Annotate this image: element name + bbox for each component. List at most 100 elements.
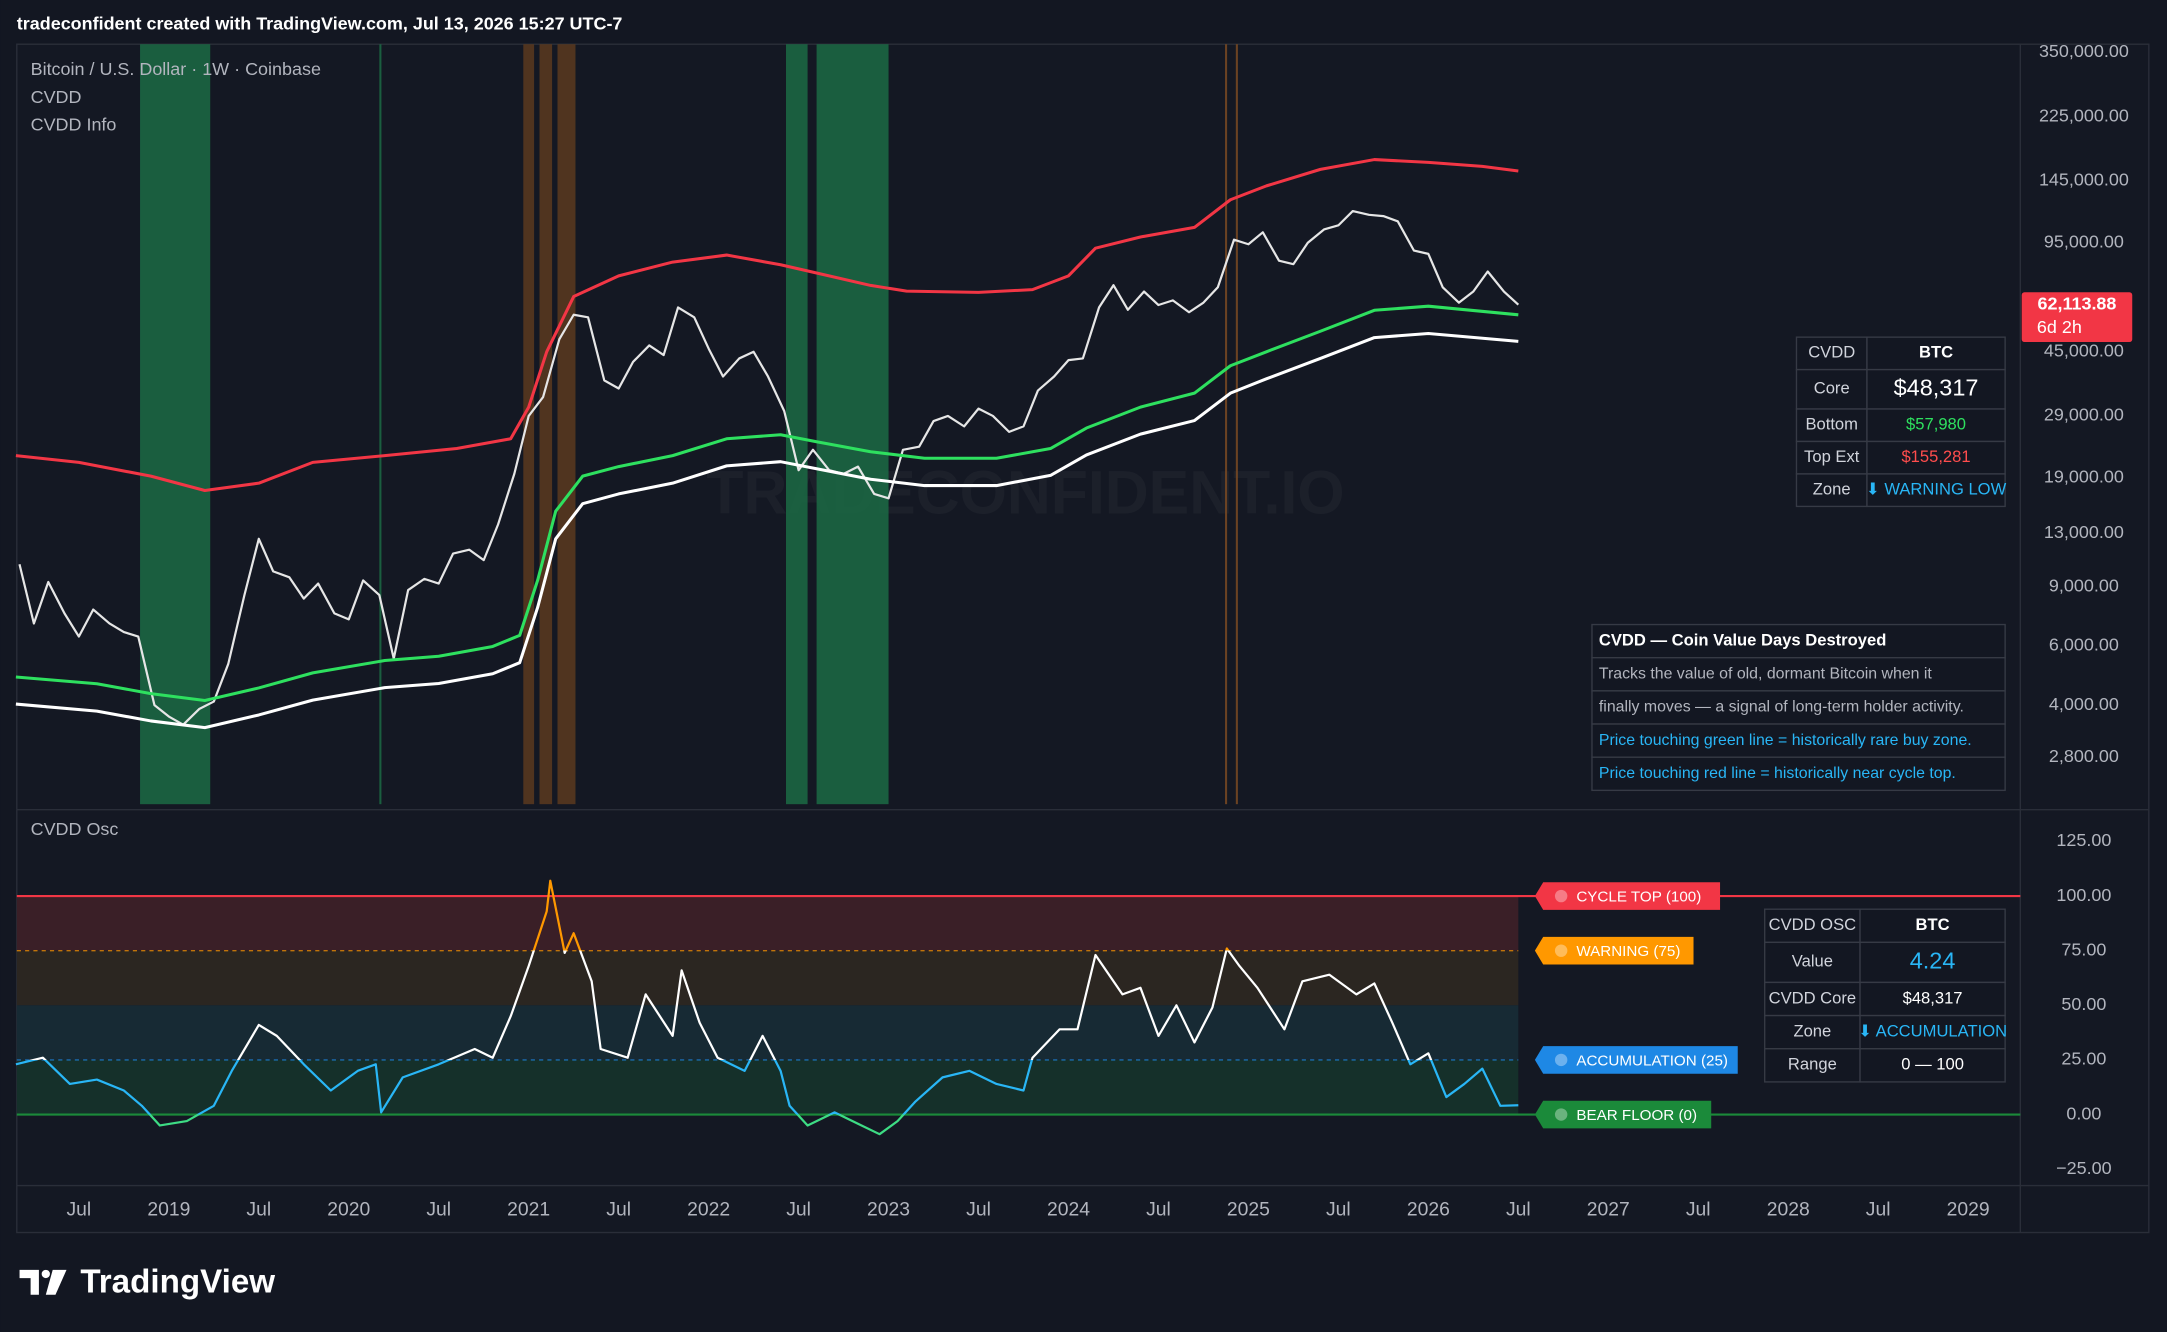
info-line: Price touching green line = historically… — [1599, 732, 1972, 749]
table-header: CVDD — [1808, 343, 1855, 362]
header: tradeconfident created with TradingView.… — [17, 14, 623, 34]
logo-mark — [45, 1269, 67, 1295]
table-label: Top Ext — [1804, 447, 1860, 466]
x-tick-label: 2022 — [687, 1199, 730, 1221]
logo-mark — [19, 1269, 39, 1295]
x-tick-label: 2020 — [327, 1199, 370, 1221]
table-label: Bottom — [1805, 415, 1858, 434]
table-value: ⬇ ACCUMULATION — [1858, 1022, 2007, 1041]
x-tick-label: 2024 — [1047, 1199, 1090, 1221]
info-line: finally moves — a signal of long-term ho… — [1599, 699, 1964, 716]
y-tick-label: 6,000.00 — [2049, 635, 2119, 655]
x-tick-label: Jul — [1506, 1199, 1531, 1221]
signal-zone — [1225, 44, 1228, 805]
x-tick-label: 2019 — [147, 1199, 190, 1221]
signal-zone — [539, 44, 553, 805]
level-label: WARNING (75) — [1576, 943, 1680, 960]
table-label: Zone — [1813, 480, 1851, 499]
table-header: CVDD OSC — [1769, 915, 1857, 934]
info-line: Price touching red line = historically n… — [1599, 765, 1956, 782]
level-dot — [1554, 889, 1568, 903]
table-value: $48,317 — [1903, 988, 1963, 1007]
table-cell — [1795, 473, 1868, 508]
info-title: CVDD — Coin Value Days Destroyed — [1599, 631, 1886, 650]
last-price-label: 62,113.88 — [2038, 293, 2117, 313]
y-tick-label: 25.00 — [2061, 1049, 2106, 1069]
table-cell — [1859, 1048, 2006, 1083]
table-cell — [1859, 1014, 2006, 1050]
legend-entry: Bitcoin / U.S. Dollar · 1W · Coinbase — [31, 59, 321, 79]
x-tick-label: 2026 — [1407, 1199, 1450, 1221]
y-tick-label: 4,000.00 — [2049, 694, 2119, 714]
table-label: Core — [1814, 379, 1850, 398]
y-tick-label: 45,000.00 — [2044, 341, 2124, 361]
info-line: Tracks the value of old, dormant Bitcoin… — [1599, 665, 1933, 682]
x-tick-label: Jul — [67, 1199, 92, 1221]
legend-entry: CVDD — [31, 87, 82, 107]
x-tick-label: Jul — [786, 1199, 811, 1221]
y-tick-label: 145,000.00 — [2039, 170, 2129, 190]
logo-dot — [41, 1269, 50, 1279]
info-table: CVDD BTC Core $48,317 Bottom $57,980 Top Ext $1… — [1795, 336, 2007, 508]
table-label: Zone — [1793, 1022, 1831, 1041]
tradingview-logo: TradingView — [19, 1263, 275, 1300]
countdown-label: 6d 2h — [2037, 317, 2082, 337]
level-dot — [1554, 944, 1568, 957]
table-header: BTC — [1916, 915, 1950, 934]
y-tick-label: 13,000.00 — [2044, 522, 2124, 542]
signal-zone — [557, 44, 576, 805]
line-series — [15, 879, 1519, 1136]
osc-band — [16, 1059, 1519, 1115]
x-tick-label: Jul — [966, 1199, 991, 1221]
x-tick-label: Jul — [1866, 1199, 1891, 1221]
level-label: ACCUMULATION (25) — [1576, 1052, 1728, 1069]
level-dot — [1554, 1108, 1568, 1121]
table-label: Value — [1792, 952, 1833, 971]
table-cell — [1591, 690, 2006, 725]
x-tick-label: 2029 — [1947, 1199, 1990, 1221]
y-tick-label: 225,000.00 — [2039, 106, 2129, 126]
table-cell — [1795, 336, 1868, 371]
level-dot — [1554, 1053, 1568, 1067]
y-tick-label: 19,000.00 — [2044, 466, 2124, 486]
y-tick-label: 350,000.00 — [2039, 41, 2129, 61]
osc-band — [16, 896, 1519, 951]
x-tick-label: Jul — [1146, 1199, 1171, 1221]
line-series — [18, 209, 1520, 726]
line-series — [15, 158, 1519, 493]
signal-zone — [785, 44, 808, 805]
table-cell — [1859, 981, 2006, 1017]
pane-title: CVDD Osc — [31, 819, 119, 839]
legend-entry: CVDD Info — [31, 114, 117, 134]
x-tick-label: Jul — [246, 1199, 271, 1221]
x-tick-label: 2027 — [1587, 1199, 1630, 1221]
table-value: ⬇ WARNING LOW — [1866, 480, 2007, 499]
y-tick-label: 0.00 — [2066, 1103, 2101, 1123]
table-cell — [1795, 368, 1868, 410]
charts: 350,000.00 225,000.00 145,000.00 95,000.00 4… — [15, 41, 2133, 1221]
level-pill — [1534, 1100, 1712, 1129]
y-tick-label: 125.00 — [2056, 830, 2111, 850]
table-header: BTC — [1919, 343, 1953, 362]
x-tick-label: Jul — [1686, 1199, 1711, 1221]
table-cell — [1866, 473, 2006, 508]
table-cell — [1795, 408, 1868, 443]
y-tick-label: 100.00 — [2056, 885, 2111, 905]
y-tick-label: −25.00 — [2056, 1158, 2111, 1178]
table-cell — [1591, 756, 2006, 792]
table-label: CVDD Core — [1769, 988, 1857, 1007]
level-pill — [1534, 882, 1721, 910]
x-tick-label: 2023 — [867, 1199, 910, 1221]
pane: 125.00 100.00 75.00 50.00 25.00 0.00 −25.00 Jul… — [15, 819, 2112, 1221]
table-cell — [1764, 941, 1861, 984]
table-cell — [1764, 981, 1861, 1017]
level-label: CYCLE TOP (100) — [1576, 888, 1701, 905]
x-tick-label: 2028 — [1767, 1199, 1810, 1221]
osc-band — [16, 950, 1519, 1006]
line-series — [15, 304, 1519, 703]
table-value: $57,980 — [1906, 415, 1966, 434]
x-tick-label: 2025 — [1227, 1199, 1270, 1221]
footer-brand: TradingView — [80, 1263, 275, 1300]
y-tick-label: 75.00 — [2061, 939, 2106, 959]
